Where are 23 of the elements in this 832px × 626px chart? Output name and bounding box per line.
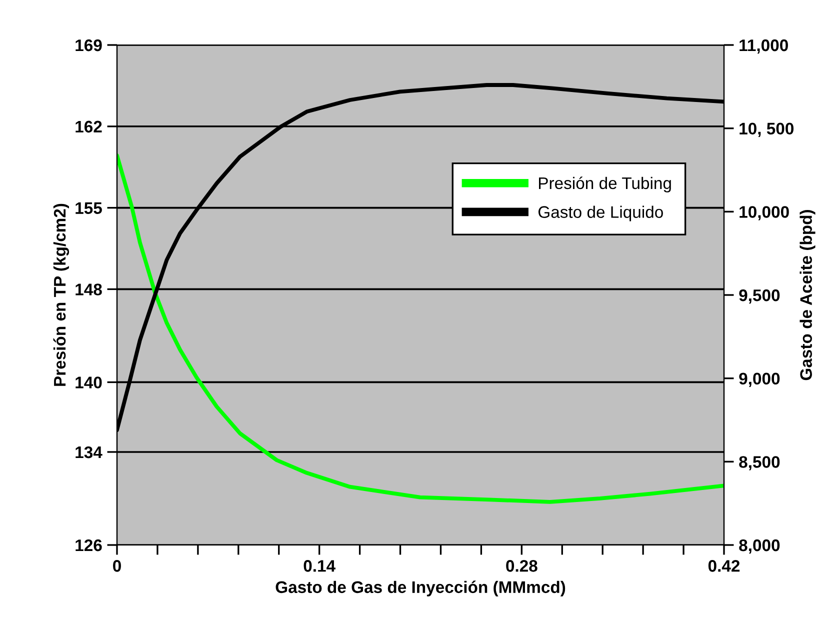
y2-tick-label: 8,000: [739, 539, 780, 554]
y2-axis-title: Gasto de Aceite (bpd): [800, 210, 816, 380]
x-tick-label: 0.28: [506, 560, 538, 572]
x-axis-title: Gasto de Gas de Inyección (MMmcd): [276, 580, 566, 596]
y2-tick-label: 10,000: [740, 206, 789, 220]
legend-label: Presión de Tubing: [539, 176, 671, 192]
x-tick-label: 0.42: [708, 560, 740, 572]
legend-label: Gasto de Liquido: [538, 206, 663, 222]
y-tick-label: 140: [76, 376, 102, 388]
y-tick-label: 162: [76, 120, 102, 133]
y-tick-label: 126: [76, 539, 102, 552]
y2-tick-label: 9,000: [739, 372, 780, 387]
y2-tick-label: 9,500: [739, 289, 780, 304]
y-tick-label: 134: [76, 446, 102, 458]
y-tick-label: 148: [76, 284, 102, 296]
x-tick-label: 0: [113, 560, 121, 572]
y-axis-title: Presión en TP (kg/cm2): [53, 204, 70, 386]
y-tick-label: 169: [76, 39, 102, 52]
y2-tick-label: 8,500: [739, 456, 780, 470]
y-tick-label: 155: [76, 202, 102, 214]
y2-tick-label: 11,000: [740, 39, 788, 54]
y2-tick-label: 10, 500: [740, 122, 794, 137]
x-tick-label: 0.14: [304, 560, 336, 572]
